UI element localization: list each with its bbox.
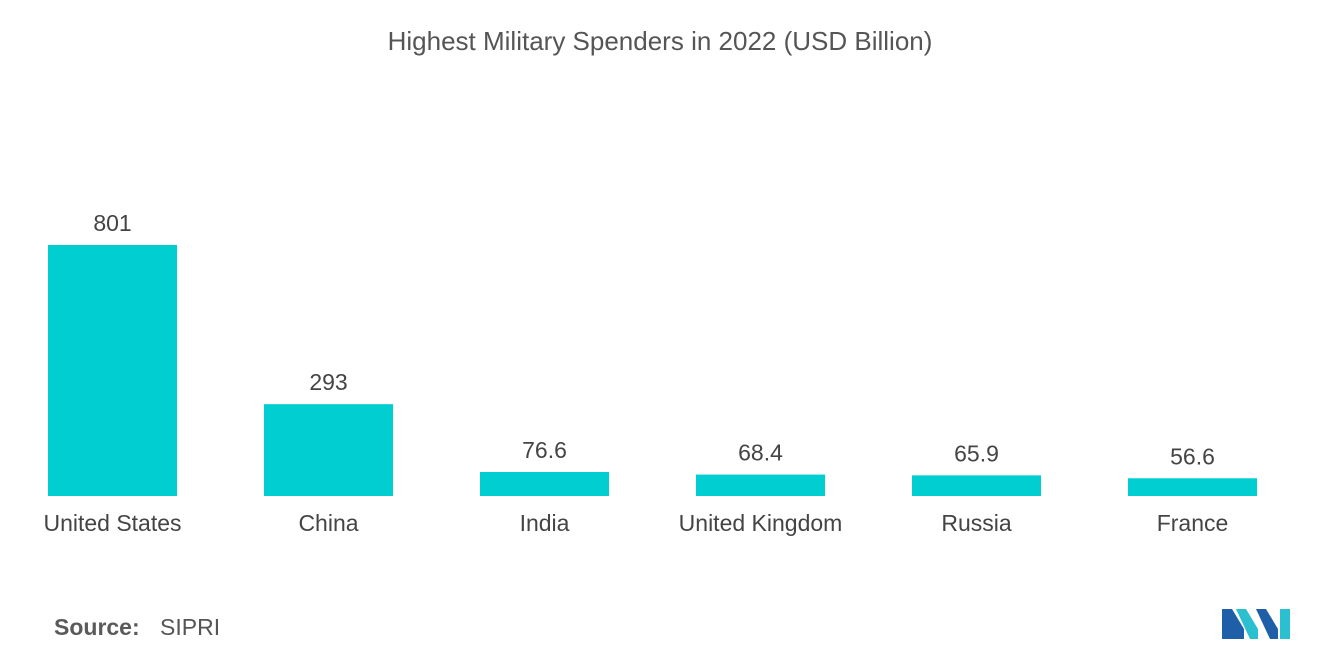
x-tick-label: China — [298, 510, 358, 536]
bar-france — [1128, 478, 1257, 496]
data-label: 68.4 — [738, 440, 783, 466]
source-note: Source: SIPRI — [54, 614, 220, 641]
x-tick-label: United Kingdom — [679, 510, 843, 536]
data-label: 76.6 — [522, 437, 567, 463]
data-label: 801 — [93, 210, 131, 236]
x-tick-label: Russia — [941, 510, 1012, 536]
bar-russia — [912, 475, 1041, 496]
mordor-intelligence-logo-icon — [1222, 609, 1290, 639]
bar-india — [480, 471, 609, 496]
data-label: 65.9 — [954, 440, 999, 466]
source-label: Source: — [54, 614, 140, 640]
data-label: 56.6 — [1170, 443, 1215, 469]
bar-united-states — [48, 245, 177, 496]
data-label: 293 — [309, 369, 347, 395]
source-value: SIPRI — [160, 614, 221, 640]
bar-china — [264, 404, 393, 496]
x-tick-label: France — [1157, 510, 1229, 536]
x-tick-label: United States — [43, 510, 181, 536]
bar-chart: 801 United States 293 China 76.6 India 68.4 Uni… — [43, 210, 1257, 536]
bar-united-kingdom — [696, 474, 825, 496]
chart-title: Highest Military Spenders in 2022 (USD B… — [387, 26, 933, 56]
x-tick-label: India — [520, 510, 570, 536]
